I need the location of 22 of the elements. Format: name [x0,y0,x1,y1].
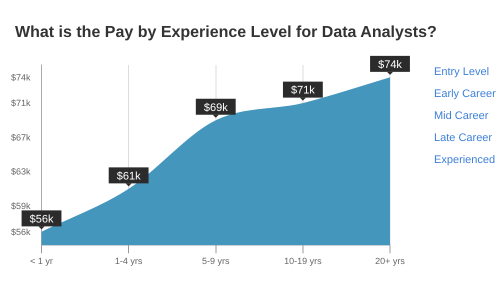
x-tick-label: 20+ yrs [375,256,406,266]
y-tick-label: $63k [10,166,31,177]
x-tick-label: < 1 yr [30,256,53,266]
data-label: $71k [290,84,316,97]
data-label: $61k [116,170,142,182]
x-tick-label: 5-9 yrs [202,256,230,266]
y-tick-label: $56k [10,226,31,237]
data-label: $74k [378,58,402,71]
y-tick-label: $59k [10,201,31,212]
y-tick-label: $74k [10,72,31,82]
y-tick-label: $67k [10,132,31,142]
x-tick-label: 1-4 yrs [114,256,143,266]
text: Early Career [434,87,496,102]
text: Late Career [434,131,494,146]
data-label: $69k [204,102,228,114]
chart-title: What is the Pay by Experience Level for Data Analysts? [15,24,437,42]
text: Mid Career [434,109,490,124]
text: Experienced [434,153,496,168]
x-tick-label: 10-19 yrs [284,256,322,266]
y-tick-label: $71k [10,98,31,108]
text: Entry Level [434,65,490,80]
data-label: $56k [30,213,54,226]
